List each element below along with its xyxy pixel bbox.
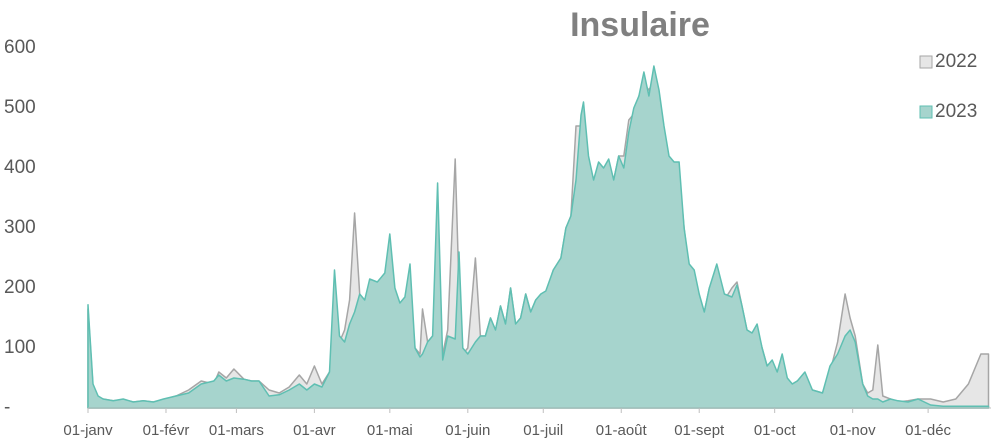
x-tick-label: 01-févr [143, 422, 190, 439]
x-tick-label: 01-avr [293, 422, 336, 439]
x-tick-label: 01-déc [905, 422, 951, 439]
area-2023 [87, 65, 990, 409]
x-tick-label: 01-nov [830, 422, 876, 439]
x-tick-label: 01-juil [523, 422, 563, 439]
legend-swatch [919, 105, 933, 119]
legend-label: 2023 [935, 101, 977, 122]
x-tick-label: 01-mars [209, 422, 264, 439]
y-tick-label: - [4, 397, 10, 418]
x-tick-label: 01-oct [754, 422, 797, 439]
y-tick-label: 300 [4, 217, 36, 238]
y-tick-label: 100 [4, 337, 36, 358]
legend-label: 2022 [935, 51, 977, 72]
x-tick-label: 01-sept [674, 422, 725, 439]
y-tick-label: 500 [4, 97, 36, 118]
y-tick-label: 600 [4, 37, 36, 58]
x-tick-label: 01-août [596, 422, 648, 439]
y-tick-label: 200 [4, 277, 36, 298]
x-tick-label: 01-janv [63, 422, 113, 439]
y-tick-label: 400 [4, 157, 36, 178]
chart-title: Insulaire [570, 6, 710, 44]
x-tick-label: 01-mai [367, 422, 413, 439]
legend-swatch [919, 55, 933, 69]
x-tick-label: 01-juin [445, 422, 490, 439]
